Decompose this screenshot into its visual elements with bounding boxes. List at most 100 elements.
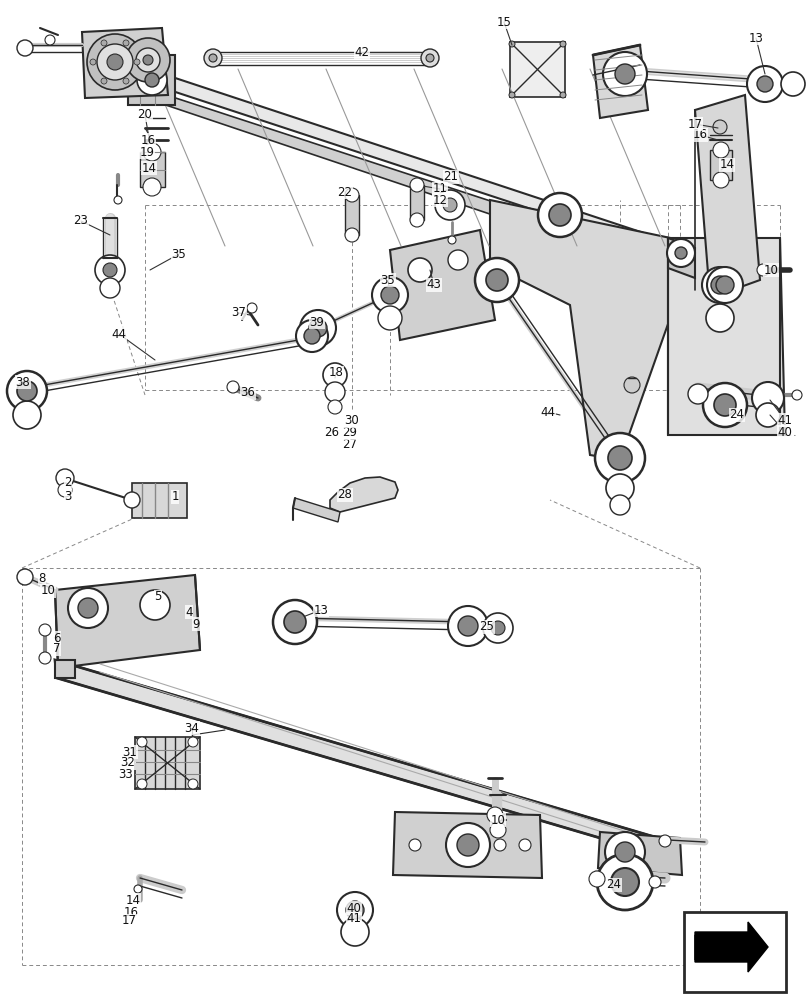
Bar [345,195,359,235]
Circle shape [483,613,513,643]
Circle shape [713,172,729,188]
Circle shape [448,606,488,646]
Circle shape [209,54,217,62]
Circle shape [409,839,421,851]
Circle shape [610,495,630,515]
Text: 10: 10 [764,263,778,276]
Circle shape [97,44,133,80]
Text: 38: 38 [15,375,31,388]
Bar [132,483,187,518]
Text: 16: 16 [124,906,138,918]
Circle shape [659,835,671,847]
Polygon shape [393,812,542,878]
Polygon shape [490,200,680,460]
Circle shape [707,267,743,303]
Polygon shape [668,238,785,435]
Text: 17: 17 [121,914,137,928]
Text: 10: 10 [40,584,56,597]
Circle shape [39,652,51,664]
Circle shape [134,59,140,65]
Text: 7: 7 [53,643,61,656]
Circle shape [107,54,123,70]
Circle shape [611,868,639,896]
Circle shape [346,901,364,919]
Circle shape [716,276,734,294]
Circle shape [300,310,336,346]
Circle shape [56,469,74,487]
Circle shape [675,247,687,259]
Polygon shape [145,68,680,258]
Circle shape [408,258,432,282]
Circle shape [337,892,373,928]
Circle shape [341,918,369,946]
Polygon shape [145,88,680,278]
Circle shape [435,190,465,220]
Circle shape [457,834,479,856]
Circle shape [78,598,98,618]
Circle shape [17,40,33,56]
Circle shape [595,433,645,483]
Polygon shape [82,28,168,98]
Circle shape [296,320,328,352]
Circle shape [101,40,107,46]
Polygon shape [598,832,682,875]
Bar [510,42,565,97]
Circle shape [134,885,142,893]
Circle shape [605,832,645,872]
Text: 39: 39 [309,316,325,328]
Circle shape [519,839,531,851]
Circle shape [490,822,506,838]
Polygon shape [293,498,340,522]
Text: 16: 16 [141,133,155,146]
Text: 24: 24 [730,408,744,422]
Circle shape [328,400,342,414]
Circle shape [443,198,457,212]
Text: 11: 11 [432,182,448,196]
Circle shape [714,394,736,416]
Circle shape [608,446,632,470]
Circle shape [449,839,461,851]
Circle shape [752,382,784,414]
Text: 29: 29 [343,426,357,440]
Polygon shape [593,45,648,118]
Circle shape [702,267,738,303]
Circle shape [114,196,122,204]
Text: 22: 22 [338,186,352,198]
Circle shape [381,286,399,304]
Circle shape [58,483,72,497]
Circle shape [747,66,783,102]
Circle shape [615,842,635,862]
Circle shape [446,823,490,867]
Text: 5: 5 [154,590,162,603]
Circle shape [603,52,647,96]
Text: 9: 9 [192,617,200,631]
Circle shape [486,269,508,291]
Circle shape [345,188,359,202]
Circle shape [372,277,408,313]
Circle shape [137,65,167,95]
Circle shape [703,383,747,427]
Circle shape [509,41,515,47]
Text: 10: 10 [490,814,506,826]
Text: 12: 12 [432,194,448,207]
Text: 13: 13 [314,603,328,616]
Circle shape [284,611,306,633]
Circle shape [304,328,320,344]
Text: 44: 44 [541,406,556,418]
Circle shape [13,401,41,429]
Circle shape [95,255,125,285]
Text: 3: 3 [65,489,72,502]
Circle shape [426,54,434,62]
Circle shape [757,76,773,92]
Circle shape [688,384,708,404]
Circle shape [448,236,456,244]
Circle shape [458,616,478,636]
Circle shape [126,38,170,82]
Circle shape [39,624,51,636]
Text: 37: 37 [232,306,246,320]
Text: 40: 40 [777,426,793,438]
Circle shape [140,590,170,620]
Polygon shape [128,55,175,105]
Text: 8: 8 [38,572,46,584]
Circle shape [188,779,198,789]
